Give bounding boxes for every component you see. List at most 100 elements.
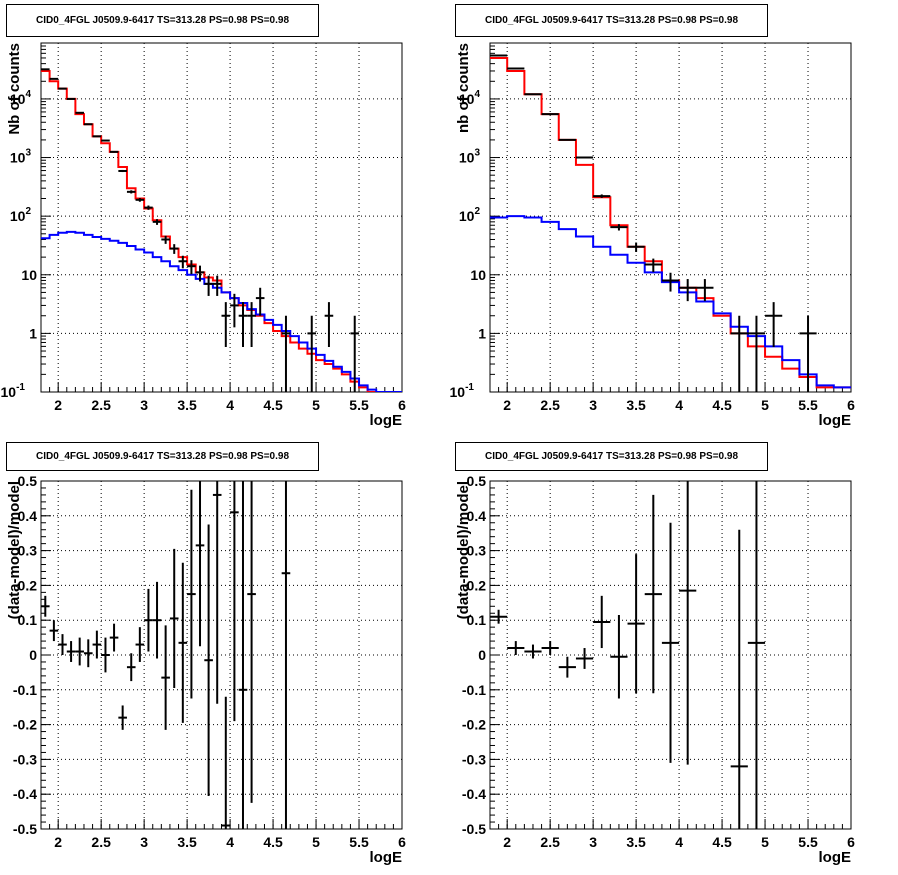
x-tick-label: 6 <box>847 834 855 850</box>
x-tick-label: 5 <box>312 397 320 413</box>
y-axis-label: Nb of counts <box>6 43 23 135</box>
data-point <box>66 641 76 662</box>
data-point <box>195 481 205 647</box>
x-tick-label: 2 <box>503 397 511 413</box>
data-point <box>644 494 662 694</box>
x-tick-label: 2 <box>54 397 62 413</box>
data-point <box>696 279 714 302</box>
data-point <box>169 548 179 689</box>
x-tick-label: 2.5 <box>540 397 560 413</box>
data-point <box>135 198 145 202</box>
x-tick-label: 4 <box>226 397 234 413</box>
data-point <box>679 279 697 302</box>
y-tick-label: 10 <box>21 267 37 283</box>
chart-panel-top-left: 2 2.5 3 3.5 4 4.5 5 5.5 610-1110102103104logENb … <box>1 42 406 429</box>
x-axis-label: logE <box>819 849 852 866</box>
data-point <box>178 255 188 269</box>
chart-panel-bottom-left: 2 2.5 3 3.5 4 4.5 5 5.5 6 -0.5 -0.4 -0.3 -0.2 -0.1 0 0.… <box>6 473 406 866</box>
y-tick-label: -0.3 <box>462 751 486 767</box>
y-tick-label: 103 <box>459 148 481 166</box>
y-tick-label: -0.1 <box>13 682 37 698</box>
x-tick-label: 3 <box>589 834 597 850</box>
x-tick-label: 6 <box>847 397 855 413</box>
data-point <box>593 194 611 198</box>
data-point <box>730 529 748 829</box>
panel-title: CID0_4FGL J0509.9-6417 TS=313.28 PS=0.98… <box>455 442 768 471</box>
x-tick-label: 5 <box>312 834 320 850</box>
y-axis-label: (data-model)/model <box>455 481 472 619</box>
data-point <box>144 588 153 652</box>
y-tick-label: 0.5 <box>467 473 487 489</box>
total-model-histogram <box>41 69 402 392</box>
x-tick-label: 4.5 <box>263 834 283 850</box>
x-tick-label: 2 <box>54 834 62 850</box>
data-point <box>238 481 248 829</box>
data-point <box>101 139 110 142</box>
plot-area <box>490 54 851 392</box>
chart-panel-top-right: 2 2.5 3 3.5 4 4.5 5 5.5 610-1110102103104logEnb … <box>450 42 855 429</box>
data-point <box>307 315 317 392</box>
x-tick-label: 4 <box>675 397 683 413</box>
data-point <box>204 275 213 296</box>
x-tick-label: 6 <box>398 834 406 850</box>
data-point <box>765 302 783 347</box>
y-tick-label: 0.4 <box>18 508 38 524</box>
data-point <box>118 705 127 730</box>
data-point <box>230 293 239 328</box>
data-point <box>83 123 93 126</box>
x-tick-label: 3 <box>140 834 148 850</box>
data-point <box>118 169 127 173</box>
data-point <box>247 481 256 803</box>
x-tick-label: 3.5 <box>626 834 646 850</box>
y-tick-label: -0.2 <box>13 717 37 733</box>
y-tick-label: 0.2 <box>467 577 487 593</box>
data-point <box>593 595 611 649</box>
x-tick-label: 3.5 <box>177 397 197 413</box>
x-axis-label: logE <box>819 412 852 429</box>
data-point <box>144 205 153 210</box>
data-point <box>661 522 680 763</box>
x-tick-label: 5.5 <box>349 397 369 413</box>
data-point <box>558 656 576 678</box>
data-point <box>92 630 102 659</box>
plot-frame <box>40 42 403 393</box>
data-point <box>221 302 231 347</box>
y-tick-label: 1 <box>29 325 37 341</box>
data-point <box>195 265 205 282</box>
y-tick-label: 0.3 <box>467 543 487 559</box>
data-point <box>109 623 119 652</box>
y-tick-label: -0.4 <box>13 786 37 802</box>
data-point <box>75 111 84 114</box>
x-tick-label: 3 <box>140 397 148 413</box>
x-tick-label: 4.5 <box>712 397 732 413</box>
panel-title: CID0_4FGL J0509.9-6417 TS=313.28 PS=0.98… <box>6 442 319 471</box>
data-point <box>644 258 662 273</box>
data-point <box>541 641 559 655</box>
data-point <box>255 287 265 316</box>
data-point <box>126 653 136 682</box>
x-tick-label: 4.5 <box>712 834 732 850</box>
x-tick-label: 3 <box>589 397 597 413</box>
x-tick-label: 5.5 <box>798 834 818 850</box>
y-tick-label: 0.4 <box>467 508 487 524</box>
data-point <box>135 627 145 662</box>
x-axis-label: logE <box>370 849 403 866</box>
data-point <box>75 637 84 666</box>
data-point <box>212 481 222 704</box>
data-point <box>49 620 59 642</box>
y-tick-label: 0.1 <box>467 612 487 628</box>
x-tick-label: 4.5 <box>263 397 283 413</box>
y-tick-label: 10-1 <box>450 382 475 400</box>
data-point <box>541 113 559 116</box>
data-point <box>152 219 162 225</box>
y-tick-label: -0.1 <box>462 682 486 698</box>
y-tick-label: 10-1 <box>1 382 26 400</box>
data-point <box>490 609 508 624</box>
data-point <box>41 595 50 617</box>
y-tick-label: 0 <box>29 647 37 663</box>
data-point <box>101 637 110 673</box>
x-tick-label: 3.5 <box>177 834 197 850</box>
data-point <box>238 302 248 347</box>
data-point <box>92 135 102 138</box>
